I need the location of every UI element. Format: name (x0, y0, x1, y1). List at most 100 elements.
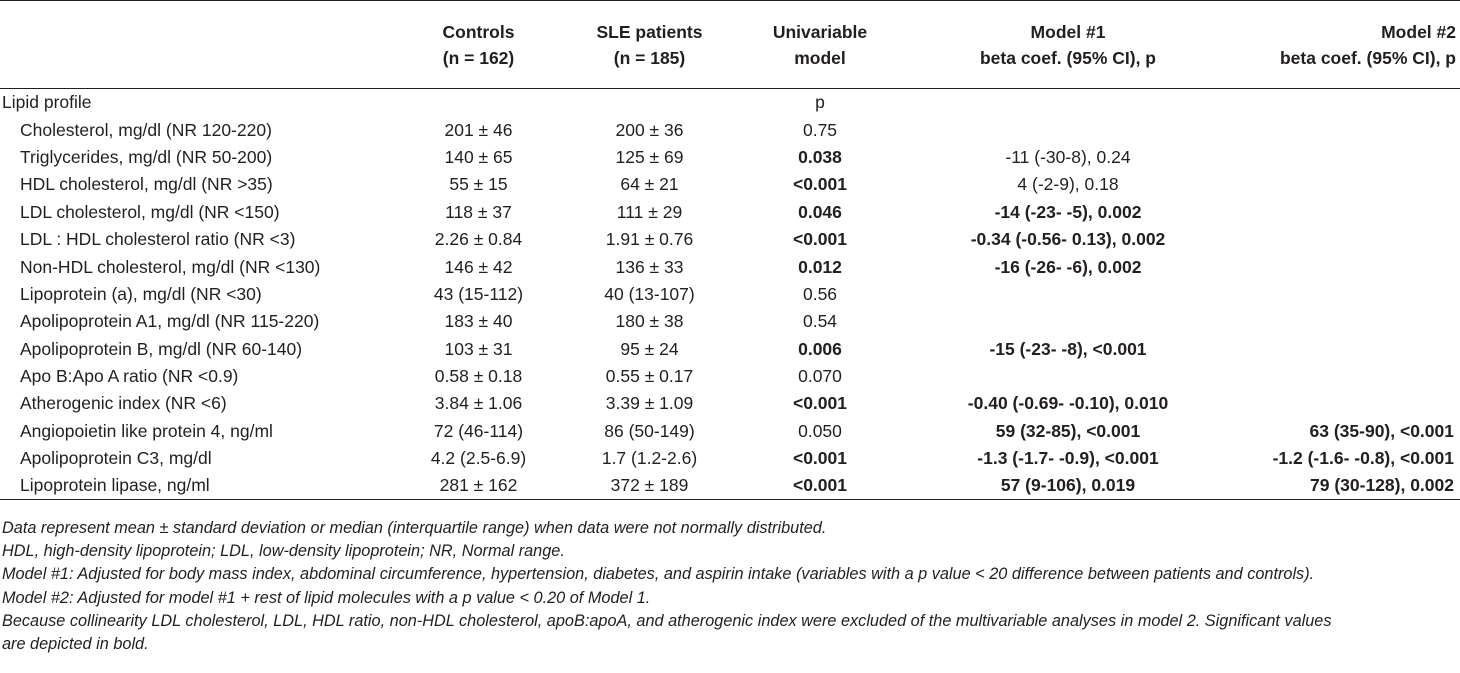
table-row: Triglycerides, mg/dl (NR 50-200) 140 ± 65… (0, 143, 1460, 170)
table-header: Controls (n = 162) SLE patients (n = 185… (0, 0, 1460, 89)
model2-value (1233, 362, 1460, 389)
row-label: Apolipoprotein C3, mg/dl (20, 448, 212, 469)
sle-value: 40 (13-107) (604, 283, 695, 304)
univariable-p-value: 0.050 (798, 420, 842, 441)
header-model-2: Model #2 beta coef. (95% CI), p (1233, 0, 1460, 89)
model1-value: -14 (-23- -5), 0.002 (994, 201, 1142, 222)
controls-value: 2.26 ± 0.84 (434, 229, 523, 250)
controls-value: 201 ± 46 (444, 119, 513, 140)
controls-value: 281 ± 162 (395, 471, 562, 500)
univariable-p-value: <0.001 (792, 229, 847, 250)
model2-value (1233, 335, 1460, 362)
footnote: Data represent mean ± standard deviation… (2, 519, 827, 537)
section-row: Lipid profile p (0, 89, 1460, 116)
header-univariable-line1: Univariable (772, 21, 868, 42)
model1-value: -0.34 (-0.56- 0.13), 0.002 (970, 229, 1166, 250)
row-label: LDL : HDL cholesterol ratio (NR <3) (20, 229, 296, 250)
table-row: Atherogenic index (NR <6) 3.84 ± 1.06 3.39… (0, 390, 1460, 417)
sle-value: 200 ± 36 (615, 119, 684, 140)
section-empty-cell (562, 89, 737, 116)
row-label: Apolipoprotein B, mg/dl (NR 60-140) (20, 338, 303, 359)
section-label: Lipid profile (2, 92, 92, 113)
model1-value (903, 280, 1233, 307)
model1-value: -11 (-30-8), 0.24 (1005, 146, 1131, 167)
sle-value: 1.7 (1.2-2.6) (601, 448, 698, 469)
model1-value: 59 (32-85), <0.001 (995, 420, 1141, 441)
header-empty-cell (0, 0, 395, 89)
univariable-p-value: <0.001 (792, 448, 847, 469)
header-univariable-model: Univariable model (737, 0, 903, 89)
lipid-profile-table: Controls (n = 162) SLE patients (n = 185… (0, 0, 1460, 500)
univariable-p-value: <0.001 (792, 174, 847, 195)
sle-value: 372 ± 189 (562, 471, 737, 500)
header-controls-line2: (n = 162) (442, 47, 515, 68)
row-label: Non-HDL cholesterol, mg/dl (NR <130) (20, 256, 321, 277)
controls-value: 4.2 (2.5-6.9) (430, 448, 527, 469)
model2-value: -1.2 (-1.6- -0.8), <0.001 (1272, 448, 1454, 469)
sle-value: 95 ± 24 (620, 338, 679, 359)
model2-value (1233, 253, 1460, 280)
univariable-p-value: <0.001 (737, 471, 903, 500)
table-row: Lipoprotein (a), mg/dl (NR <30) 43 (15-11… (0, 280, 1460, 307)
controls-value: 146 ± 42 (444, 256, 513, 277)
univariable-p-value: 0.56 (802, 283, 838, 304)
header-model1-line2: beta coef. (95% CI), p (979, 47, 1156, 68)
table-row: Apo B:Apo A ratio (NR <0.9) 0.58 ± 0.18 0.… (0, 362, 1460, 389)
controls-value: 43 (15-112) (433, 283, 524, 304)
row-label: Apo B:Apo A ratio (NR <0.9) (20, 366, 239, 387)
model2-value (1233, 198, 1460, 225)
header-sle-patients: SLE patients (n = 185) (562, 0, 737, 89)
univariable-p-value: 0.070 (798, 366, 842, 387)
univariable-p-value: 0.046 (798, 201, 842, 222)
univariable-p-value: 0.006 (798, 338, 842, 359)
controls-value: 72 (46-114) (433, 420, 524, 441)
table-row: Cholesterol, mg/dl (NR 120-220) 201 ± 46 2… (0, 116, 1460, 143)
sle-value: 1.91 ± 0.76 (605, 229, 694, 250)
model2-value: 63 (35-90), <0.001 (1309, 420, 1454, 441)
header-model-1: Model #1 beta coef. (95% CI), p (903, 0, 1233, 89)
model2-value (1233, 171, 1460, 198)
controls-value: 0.58 ± 0.18 (434, 366, 523, 387)
model1-value: -1.3 (-1.7- -0.9), <0.001 (977, 448, 1159, 469)
row-label: Apolipoprotein A1, mg/dl (NR 115-220) (20, 311, 320, 332)
header-sle-line1: SLE patients (596, 21, 703, 42)
header-model2-line2: beta coef. (95% CI), p (1279, 47, 1456, 68)
sle-value: 64 ± 21 (620, 174, 679, 195)
controls-value: 55 ± 15 (449, 174, 508, 195)
row-label: Triglycerides, mg/dl (NR 50-200) (20, 146, 273, 167)
univariable-p-value: 0.038 (798, 146, 842, 167)
section-empty-cell (395, 89, 562, 116)
header-controls-line1: Controls (442, 21, 515, 42)
header-controls: Controls (n = 162) (395, 0, 562, 89)
row-label: HDL cholesterol, mg/dl (NR >35) (20, 174, 273, 195)
model1-value (903, 116, 1233, 143)
univariable-p-value: 0.54 (802, 311, 838, 332)
table-footnotes: Data represent mean ± standard deviation… (2, 517, 1458, 656)
controls-value: 118 ± 37 (445, 201, 512, 222)
section-p-label: p (815, 92, 825, 113)
footnote: are depicted in bold. (2, 635, 149, 654)
table-row: Angiopoietin like protein 4, ng/ml 72 (46… (0, 417, 1460, 444)
model1-value (903, 362, 1233, 389)
table-body: Lipid profile p Cholesterol, mg/dl (NR 1… (0, 89, 1460, 500)
model1-value: 4 (-2-9), 0.18 (1017, 174, 1119, 195)
section-empty-cell (903, 89, 1233, 116)
controls-value: 183 ± 40 (444, 311, 513, 332)
univariable-p-value: 0.012 (798, 256, 842, 277)
table-row: LDL cholesterol, mg/dl (NR <150) 118 ± 37… (0, 198, 1460, 225)
model2-value (1233, 390, 1460, 417)
sle-value: 111 ± 29 (616, 201, 683, 222)
model1-value (903, 308, 1233, 335)
footnote: HDL, high-density lipoprotein; LDL, low-… (2, 542, 565, 561)
sle-value: 0.55 ± 0.17 (605, 366, 694, 387)
header-model2-line1: Model #2 (1381, 21, 1456, 42)
row-label: Angiopoietin like protein 4, ng/ml (20, 420, 273, 441)
footnote: Model #1: Adjusted for body mass index, … (2, 565, 1315, 584)
model1-value: -0.40 (-0.69- -0.10), 0.010 (967, 393, 1169, 414)
univariable-p-value: 0.75 (802, 119, 838, 140)
controls-value: 3.84 ± 1.06 (434, 393, 523, 414)
table-row: Lipoprotein lipase, ng/ml 281 ± 162 372 ± … (0, 471, 1460, 500)
sle-value: 136 ± 33 (615, 256, 684, 277)
model2-value (1233, 116, 1460, 143)
